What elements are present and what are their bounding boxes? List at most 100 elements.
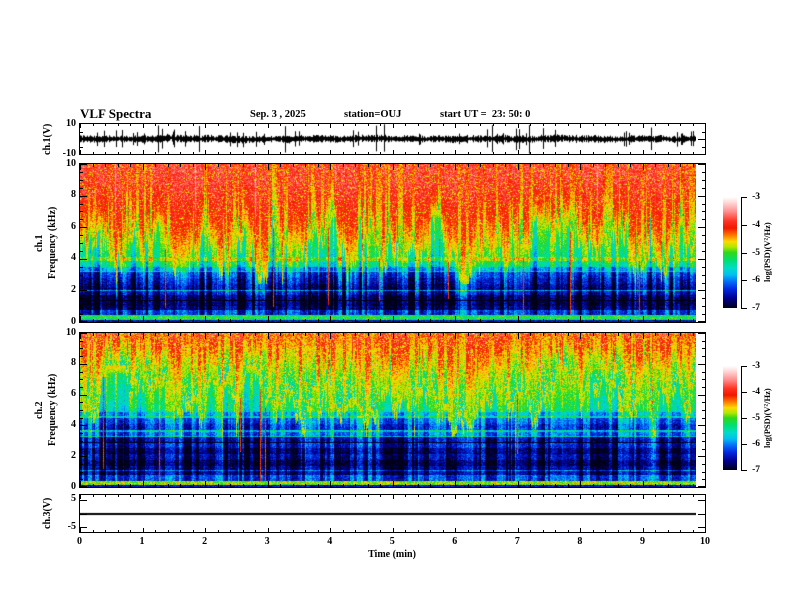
tick-mark	[80, 472, 83, 473]
colorbar-tick-label: -6	[752, 275, 760, 286]
tick-mark	[630, 164, 631, 167]
tick-mark	[143, 333, 144, 339]
tick-mark	[480, 333, 481, 336]
tick-mark	[368, 152, 369, 154]
tick-mark	[568, 152, 569, 154]
tick-mark	[543, 484, 544, 487]
tick-mark	[555, 319, 556, 322]
tick-mark	[655, 319, 656, 322]
tick-mark	[193, 333, 194, 336]
tick-mark	[118, 152, 119, 154]
tick-mark	[702, 172, 705, 173]
tick-mark	[455, 316, 456, 322]
tick-mark	[130, 495, 131, 497]
tick-mark	[530, 530, 531, 532]
tick-mark	[702, 132, 705, 133]
tick-mark	[568, 124, 569, 126]
tick-mark	[480, 124, 481, 126]
tick-mark	[702, 387, 705, 388]
tick-mark	[255, 319, 256, 322]
tick-mark	[680, 152, 681, 154]
x-tick-label: 1	[139, 536, 145, 547]
tick-mark	[205, 333, 206, 339]
tick-mark	[293, 124, 294, 126]
tick-mark	[155, 530, 156, 532]
tick-mark	[530, 319, 531, 322]
tick-mark	[130, 319, 131, 322]
colorbar-ch1-unit-label: log(PSD)(V²/Hz)	[762, 222, 772, 283]
tick-mark	[518, 528, 519, 532]
y-tick-label: 2	[71, 283, 76, 295]
colorbar-tick-label: -3	[752, 192, 760, 202]
tick-mark	[505, 152, 506, 154]
tick-mark	[118, 530, 119, 532]
tick-mark	[493, 164, 494, 167]
tick-mark	[193, 530, 194, 532]
tick-mark	[580, 124, 581, 128]
tick-mark	[643, 164, 644, 170]
tick-mark	[93, 152, 94, 154]
tick-mark	[455, 333, 456, 339]
y-tick-label: 5	[71, 493, 76, 504]
tick-mark	[343, 164, 344, 167]
tick-mark	[330, 333, 331, 339]
panel-ch2-spectrogram	[79, 332, 706, 488]
tick-mark	[93, 319, 94, 322]
tick-mark	[255, 333, 256, 336]
tick-mark	[580, 316, 581, 322]
tick-mark	[380, 319, 381, 322]
tick-mark	[468, 164, 469, 167]
tick-mark	[105, 484, 106, 487]
tick-mark	[168, 484, 169, 487]
x-tick-label: 10	[700, 536, 710, 547]
tick-mark	[418, 152, 419, 154]
tick-mark	[343, 495, 344, 497]
tick-mark	[668, 530, 669, 532]
tick-mark	[368, 530, 369, 532]
tick-mark	[668, 495, 669, 497]
tick-mark	[480, 319, 481, 322]
colorbar-tick-mark	[741, 444, 747, 445]
tick-mark	[630, 484, 631, 487]
tick-mark	[343, 333, 344, 336]
tick-mark	[702, 402, 705, 403]
tick-mark	[630, 319, 631, 322]
tick-mark	[80, 441, 83, 442]
tick-mark	[702, 275, 705, 276]
tick-mark	[655, 333, 656, 336]
y-tick-label: -5	[67, 521, 76, 532]
tick-mark	[80, 306, 83, 307]
ch2-spec-axis-label-line1: ch.2	[34, 401, 45, 419]
tick-mark	[80, 449, 83, 450]
tick-mark	[455, 150, 456, 154]
tick-mark	[293, 484, 294, 487]
tick-mark	[655, 495, 656, 497]
tick-mark	[418, 164, 419, 167]
tick-mark	[468, 495, 469, 497]
tick-mark	[518, 164, 519, 170]
tick-mark	[618, 333, 619, 336]
tick-mark	[143, 150, 144, 154]
tick-mark	[618, 152, 619, 154]
tick-mark	[405, 484, 406, 487]
tick-mark	[593, 152, 594, 154]
tick-mark	[618, 484, 619, 487]
tick-mark	[393, 150, 394, 154]
tick-mark	[698, 290, 705, 291]
tick-mark	[205, 164, 206, 170]
tick-mark	[330, 164, 331, 170]
tick-mark	[418, 333, 419, 336]
tick-mark	[105, 530, 106, 532]
tick-mark	[655, 152, 656, 154]
tick-mark	[455, 528, 456, 532]
tick-mark	[80, 314, 83, 315]
tick-mark	[80, 456, 87, 457]
tick-mark	[168, 164, 169, 167]
tick-mark	[698, 259, 705, 260]
colorbar-ch2	[723, 366, 737, 470]
tick-mark	[205, 481, 206, 487]
tick-mark	[80, 418, 83, 419]
tick-mark	[130, 530, 131, 532]
tick-mark	[230, 164, 231, 167]
tick-mark	[468, 152, 469, 154]
